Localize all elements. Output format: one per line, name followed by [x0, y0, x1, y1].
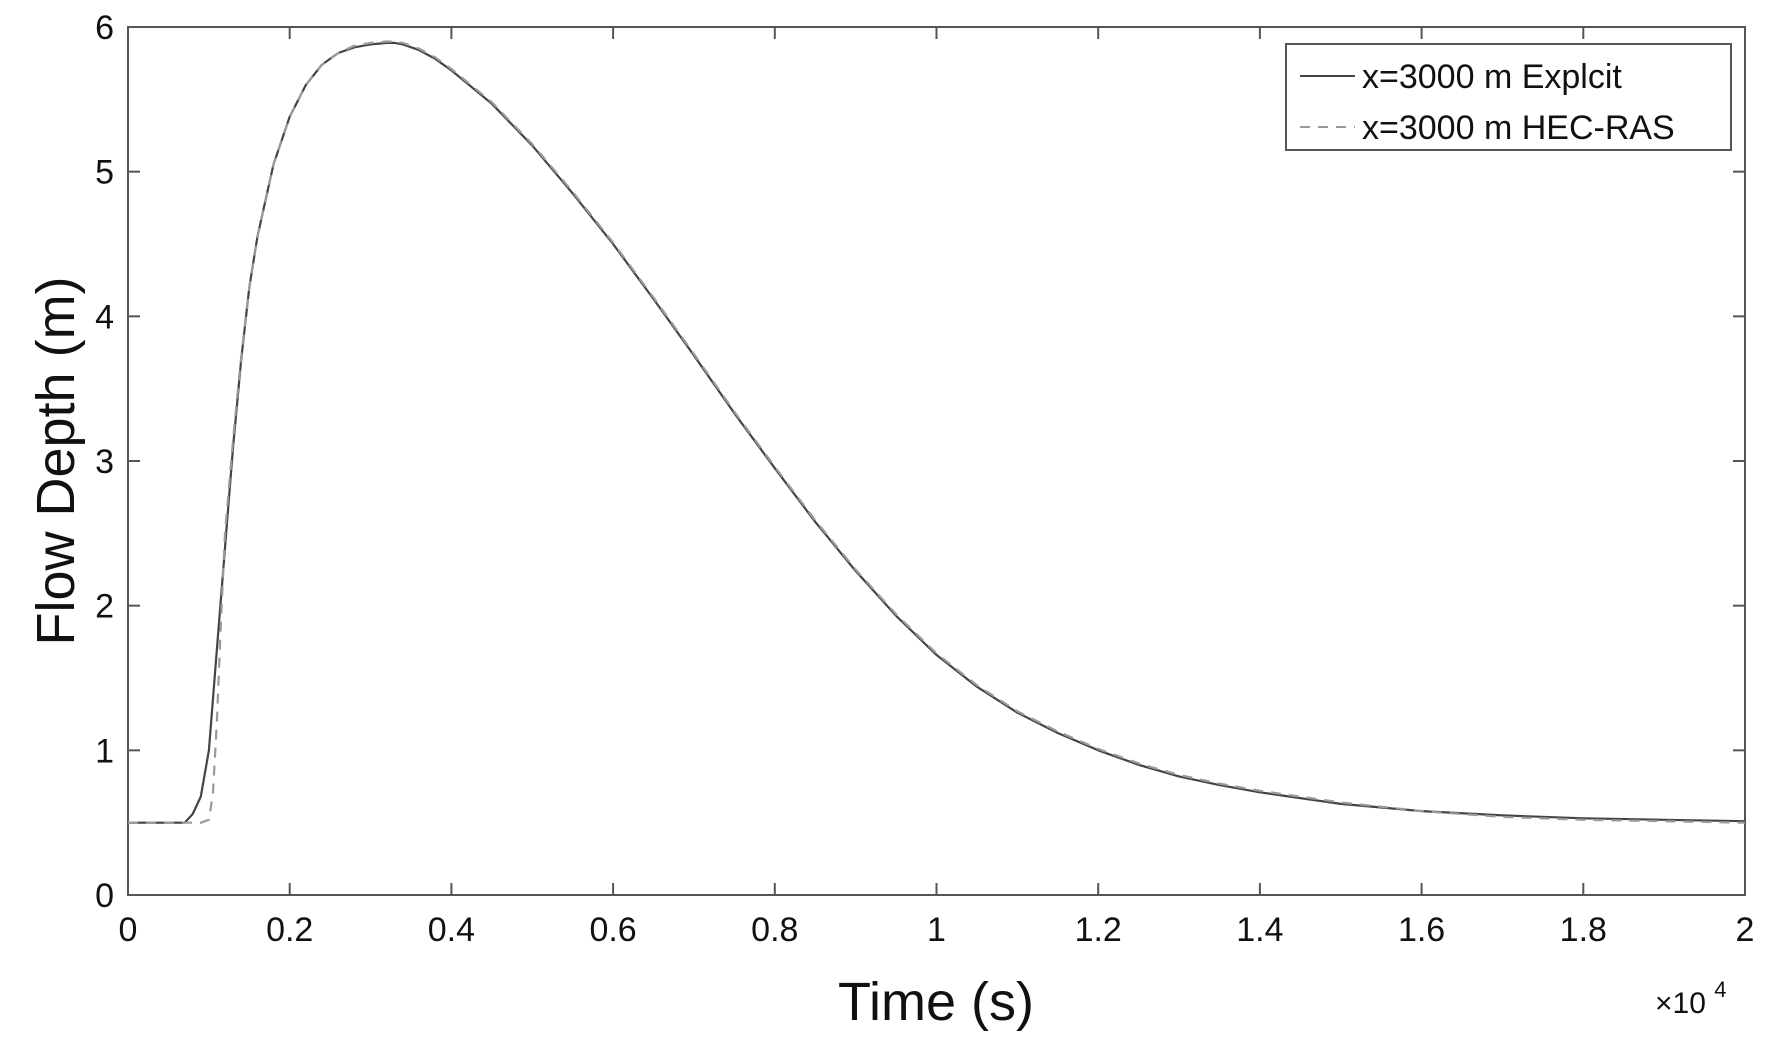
series-layer — [128, 40, 1746, 824]
y-axis-title: Flow Depth (m) — [26, 276, 86, 645]
series-line-hecras — [128, 40, 1746, 824]
x-tick-label: 1.6 — [1398, 911, 1445, 949]
plot-area — [127, 26, 1746, 896]
legend-label-hecras: x=3000 m HEC-RAS — [1362, 109, 1675, 147]
x-axis-multiplier: ×10 4 — [1655, 977, 1726, 1020]
x-tick-label: 0.6 — [589, 911, 636, 949]
y-tick-label: 2 — [95, 588, 114, 626]
x-tick-label: 1.4 — [1236, 911, 1283, 949]
y-tick-label: 5 — [95, 154, 114, 192]
y-tick-label: 0 — [95, 877, 114, 915]
x-tick-label: 0.4 — [428, 911, 475, 949]
x-axis-ticks: 0 0.2 0.4 0.6 0.8 1 1.2 1.4 1.6 1.8 2 — [119, 27, 1755, 949]
x-tick-label: 1 — [927, 911, 946, 949]
x-tick-label: 0.2 — [266, 911, 313, 949]
x-tick-label: 1.8 — [1560, 911, 1607, 949]
legend-box — [1285, 43, 1732, 151]
x-multiplier-exponent: 4 — [1714, 977, 1726, 1002]
x-tick-label: 1.2 — [1075, 911, 1122, 949]
y-axis-ticks: 0 1 2 3 4 5 6 — [95, 9, 1745, 915]
x-tick-label: 0.8 — [751, 911, 798, 949]
y-tick-label: 1 — [95, 732, 114, 770]
y-tick-label: 4 — [95, 298, 114, 336]
x-tick-label: 2 — [1736, 911, 1755, 949]
legend-label-explicit: x=3000 m Explcit — [1362, 58, 1622, 96]
series-line-explicit — [128, 41, 1746, 824]
y-tick-label: 6 — [95, 9, 114, 47]
x-multiplier-base: ×10 — [1655, 987, 1706, 1020]
legend: x=3000 m Explcit x=3000 m HEC-RAS — [1285, 43, 1732, 151]
x-tick-label: 0 — [119, 911, 138, 949]
x-axis-title: Time (s) — [838, 972, 1034, 1032]
y-tick-label: 3 — [95, 443, 114, 481]
